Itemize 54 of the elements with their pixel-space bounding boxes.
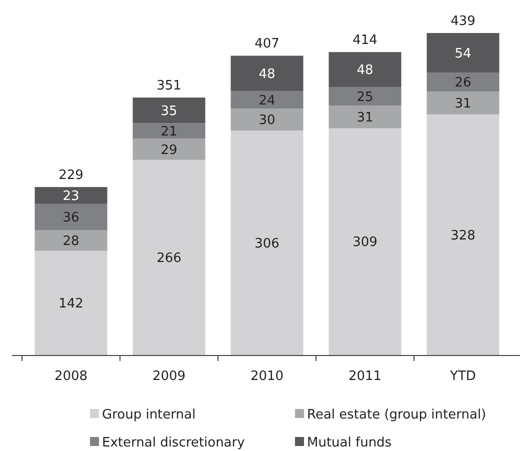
bar <box>132 98 206 124</box>
data-label: 28 <box>62 234 80 250</box>
total-label: 414 <box>352 33 378 48</box>
data-label: 23 <box>62 189 80 204</box>
data-label: 31 <box>356 110 374 126</box>
data-label: 31 <box>454 96 472 112</box>
bar <box>328 106 402 128</box>
legend-label: Mutual funds <box>307 436 392 451</box>
bar <box>34 230 108 251</box>
total-label: 351 <box>156 78 182 94</box>
data-label: 328 <box>450 228 476 244</box>
data-label: 30 <box>258 113 276 128</box>
legend-label: Real estate (group internal) <box>307 408 486 423</box>
bar <box>328 128 402 355</box>
bar <box>132 123 206 139</box>
bar <box>230 56 304 91</box>
legend-label: External discretionary <box>102 436 246 451</box>
x-tick-label: 2009 <box>152 369 186 384</box>
x-tick-label: 2011 <box>348 369 382 384</box>
total-label: 439 <box>450 14 476 29</box>
data-label: 266 <box>156 250 182 266</box>
bar <box>34 204 108 230</box>
bar <box>230 108 304 131</box>
data-label: 35 <box>160 104 178 119</box>
bar <box>132 160 206 355</box>
bar <box>230 90 304 109</box>
data-label: 54 <box>454 46 472 62</box>
bar <box>328 87 402 106</box>
bar <box>230 130 304 355</box>
total-label: 229 <box>58 168 84 184</box>
legend-label: Group internal <box>102 408 196 423</box>
data-label: 36 <box>62 210 80 226</box>
x-tick-label: YTD <box>449 369 476 384</box>
data-label: 21 <box>160 124 178 140</box>
data-label: 25 <box>356 90 374 105</box>
data-label: 48 <box>356 63 374 78</box>
bar <box>426 92 500 114</box>
total-label: 407 <box>254 36 280 52</box>
bar <box>426 114 500 355</box>
data-label: 48 <box>258 66 276 82</box>
bar <box>34 187 108 204</box>
bar <box>34 250 108 355</box>
x-tick-label: 2010 <box>250 369 284 384</box>
data-label: 29 <box>160 142 178 158</box>
bar <box>426 72 500 92</box>
data-label: 26 <box>454 76 472 91</box>
bar <box>328 52 402 88</box>
x-tick-label: 2008 <box>54 369 88 384</box>
data-label: 309 <box>352 235 378 250</box>
bar <box>426 33 500 73</box>
data-label: 142 <box>58 296 84 312</box>
bar <box>132 138 206 160</box>
data-label: 24 <box>258 93 276 108</box>
data-label: 306 <box>254 236 280 252</box>
